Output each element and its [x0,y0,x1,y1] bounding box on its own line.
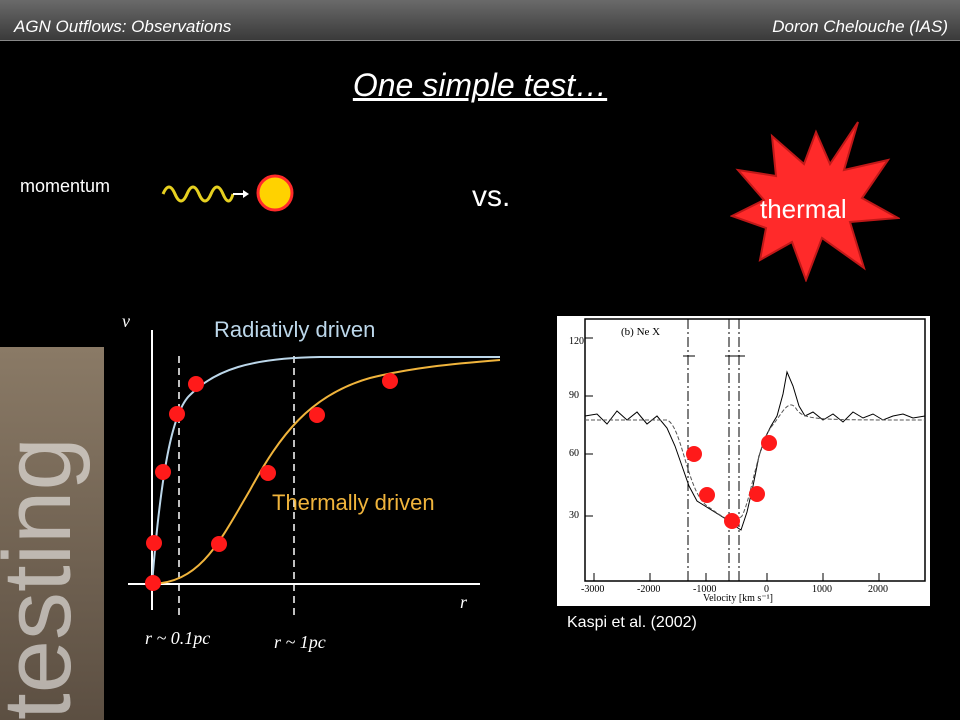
side-label: testing [0,437,91,720]
radius-marker-01pc: r ~ 0.1pc [145,628,211,648]
y-tick-30: 30 [569,510,579,521]
versus-label: vs. [472,180,511,213]
momentum-label: momentum [20,176,111,196]
spectrum-figure: (b) Ne X 120 90 60 30 Counts per bin -30… [537,316,930,606]
x-tick-m2000: -2000 [637,584,661,595]
header-author: Doron Chelouche (IAS) [772,17,948,36]
x-tick-1000: 1000 [812,584,832,595]
y-axis-label: v [122,311,130,331]
x-tick-0: 0 [764,584,769,595]
sun-icon [256,174,294,212]
x-tick-m3000: -3000 [581,584,605,595]
spectrum-y-label: Counts per bin [536,410,548,469]
y-tick-90: 90 [569,390,579,401]
thermal-curve-label: Thermally driven [272,490,435,515]
side-bar [0,347,104,720]
velocity-profile-plot [128,330,501,618]
y-tick-60: 60 [569,448,579,459]
figure-citation: Kaspi et al. (2002) [567,614,697,631]
radius-marker-1pc: r ~ 1pc [274,632,326,652]
panel-label: (b) Ne X [621,326,661,338]
x-tick-m1000: -1000 [693,584,717,595]
header-course-title: AGN Outflows: Observations [14,17,232,36]
slide-header: AGN Outflows: Observations Doron Chelouc… [0,0,960,41]
spectrum-x-label: Velocity [km s⁻¹] [703,593,773,604]
y-tick-120: 120 [569,336,584,347]
thermal-label: thermal [760,194,847,224]
explosion-icon [730,121,900,282]
slide-title: One simple test… [352,67,608,103]
photon-icon [161,174,294,212]
radiative-curve-label: Radiativly driven [214,317,376,342]
x-axis-label: r [460,592,468,612]
x-tick-2000: 2000 [868,584,888,595]
